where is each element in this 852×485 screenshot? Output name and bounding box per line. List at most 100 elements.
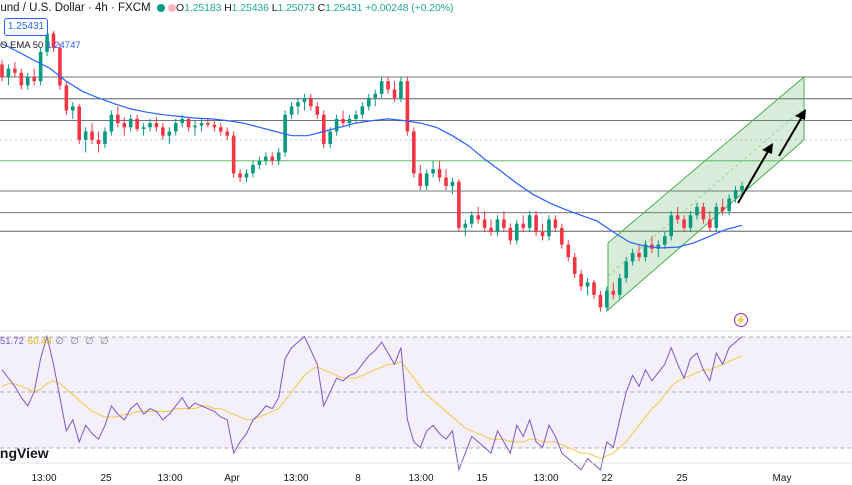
- rsi-extra: ∅ ∅ ∅ ∅: [55, 336, 111, 347]
- candle: [309, 93, 313, 111]
- current-price-box[interactable]: 1.25431: [4, 18, 48, 36]
- ohlc-values: O1.25183 H1.25436 L1.25073 C1.25431 +0.0…: [176, 2, 454, 14]
- candle: [0, 60, 4, 82]
- candle: [662, 232, 667, 249]
- time-axis-label: 13:00: [31, 473, 57, 484]
- arrow-1-head: [762, 143, 773, 154]
- candle: [418, 165, 423, 191]
- candle: [103, 127, 107, 149]
- candle: [514, 219, 519, 245]
- candle: [495, 215, 500, 237]
- candle: [605, 286, 609, 312]
- candle: [592, 279, 596, 300]
- candle: [289, 102, 294, 119]
- candle: [476, 206, 480, 224]
- candle: [161, 123, 165, 140]
- candle: [669, 211, 674, 241]
- candle: [553, 215, 558, 233]
- candle: [521, 215, 526, 233]
- candle: [412, 127, 416, 178]
- high-value: 1.25436: [231, 2, 269, 14]
- candle: [238, 169, 242, 182]
- candle: [13, 61, 17, 78]
- close-value: 1.25431: [325, 2, 363, 14]
- candle: [682, 215, 686, 233]
- candle: [444, 169, 448, 191]
- candle: [167, 127, 172, 145]
- candle: [193, 120, 197, 136]
- candle: [96, 131, 101, 153]
- candle: [173, 118, 178, 136]
- candle: [534, 211, 538, 237]
- ema-legend[interactable]: O EMA 50 1.24747: [0, 40, 81, 51]
- candle: [25, 72, 30, 90]
- ema-prefix: O: [0, 40, 8, 51]
- candle: [302, 93, 307, 111]
- candle: [379, 77, 384, 98]
- candle: [38, 47, 43, 86]
- candle: [656, 240, 661, 258]
- candle: [392, 81, 397, 103]
- candle: [527, 211, 532, 233]
- candle: [360, 102, 365, 119]
- time-axis-label: 13:00: [283, 473, 309, 484]
- candle: [122, 117, 127, 136]
- brand-logo: ingView: [0, 445, 49, 461]
- candle: [354, 110, 358, 124]
- data-status-icon[interactable]: [168, 4, 176, 12]
- horizontal-levels: [0, 76, 852, 232]
- time-axis-label: 22: [601, 473, 613, 484]
- candle: [154, 117, 159, 132]
- candle: [579, 269, 583, 291]
- candle: [90, 123, 94, 145]
- rsi-value: 51.72: [0, 336, 24, 347]
- candle: [547, 215, 551, 241]
- ema-label: EMA 50: [10, 40, 44, 51]
- symbol-title[interactable]: ound / U.S. Dollar · 4h · FXCM: [0, 2, 151, 14]
- candle: [572, 252, 577, 279]
- candle: [373, 89, 378, 107]
- candle: [276, 148, 281, 165]
- ascending-channel[interactable]: [607, 75, 805, 312]
- arrow-2-head: [795, 109, 806, 120]
- candle: [199, 118, 204, 132]
- candle: [695, 202, 699, 220]
- candle: [141, 123, 146, 136]
- candle: [32, 68, 36, 86]
- ema-value: 1.24747: [46, 40, 81, 51]
- candle: [257, 156, 262, 170]
- candle: [51, 30, 56, 52]
- candle: [231, 131, 236, 178]
- rsi-legend[interactable]: 51.72 60.43 ∅ ∅ ∅ ∅: [0, 336, 111, 347]
- candle: [328, 127, 332, 149]
- candle: [502, 211, 506, 233]
- candle: [77, 103, 82, 145]
- candle: [701, 202, 706, 224]
- candle: [540, 223, 545, 241]
- open-value: 1.25183: [184, 2, 222, 14]
- candle: [469, 211, 474, 228]
- time-axis-label: Apr: [224, 473, 240, 484]
- candle: [489, 219, 493, 237]
- candle: [733, 185, 738, 203]
- candle: [399, 77, 403, 103]
- arrow-2: [778, 114, 804, 157]
- lightning-icon[interactable]: ⚡: [734, 313, 748, 327]
- channel-midline: [607, 107, 805, 277]
- candle: [688, 211, 693, 233]
- candle: [727, 194, 731, 216]
- candle: [148, 118, 152, 132]
- candle: [437, 160, 442, 182]
- candle: [617, 273, 622, 300]
- candle: [405, 77, 410, 136]
- candle: [225, 127, 230, 140]
- market-status-icon[interactable]: [157, 4, 165, 12]
- arrow-annotations[interactable]: [737, 109, 806, 204]
- candle: [637, 244, 641, 262]
- candle: [630, 248, 635, 266]
- candle: [128, 114, 133, 132]
- candle: [708, 211, 712, 233]
- time-axis-label: 25: [676, 473, 688, 484]
- rsi-ma-line: [1, 355, 743, 460]
